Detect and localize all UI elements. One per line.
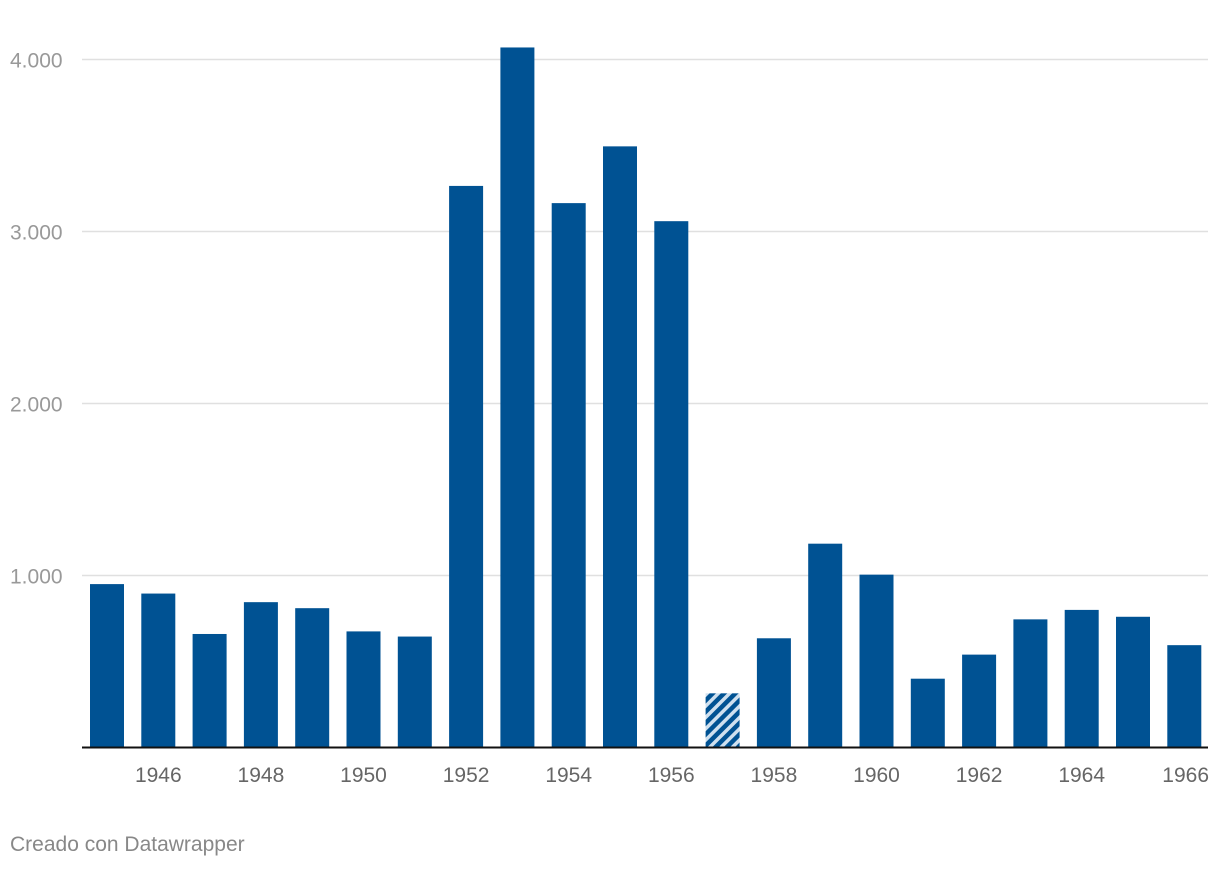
bar-1965: [1116, 616, 1150, 748]
bar-1961: [910, 678, 945, 748]
bar-1957: [705, 693, 740, 748]
x-tick-label: 1960: [853, 764, 900, 787]
x-tick-label: 1950: [340, 764, 387, 787]
y-tick-label: 3.000: [10, 222, 63, 245]
y-tick-label: 4.000: [10, 50, 63, 73]
footer-credit: Creado con Datawrapper: [10, 833, 245, 856]
bar-1955: [603, 146, 637, 748]
x-tick-label: 1952: [443, 764, 490, 787]
bar-1945: [90, 584, 124, 748]
bar-1959: [808, 543, 843, 748]
x-tick-label: 1954: [545, 764, 592, 787]
x-tick-label: 1956: [648, 764, 695, 787]
y-axis: 1.000 2.000 3.000 4.000: [10, 50, 63, 589]
x-tick-label: 1948: [238, 764, 285, 787]
bar-1948: [243, 602, 278, 748]
y-tick-label: 1.000: [10, 566, 63, 589]
bar-1962: [962, 654, 997, 748]
bar-1953: [500, 47, 535, 748]
bars: [90, 47, 1202, 748]
bar-1950: [346, 631, 381, 748]
bar-1946: [141, 593, 176, 748]
bar-1956: [654, 221, 689, 748]
bar-1954: [551, 203, 586, 748]
bar-1963: [1013, 619, 1048, 748]
gridlines: [82, 58, 1208, 577]
bar-1949: [295, 608, 330, 748]
bar-1960: [859, 574, 894, 748]
x-tick-label: 1964: [1058, 764, 1105, 787]
bar-1964: [1064, 609, 1099, 748]
x-tick-label: 1946: [135, 764, 182, 787]
bar-1966: [1167, 645, 1202, 748]
bar-1951: [397, 636, 432, 748]
x-tick-label: 1958: [751, 764, 798, 787]
bar-1958: [756, 638, 791, 748]
x-tick-label: 1966: [1162, 764, 1209, 787]
bar-1952: [449, 185, 484, 748]
bar-chart: 1.000 2.000 3.000 4.000 1946 1948 1950 1952 195…: [10, 47, 1209, 787]
y-tick-label: 2.000: [10, 394, 63, 417]
x-tick-labels: 1946 1948 1950 1952 1954 1956 1958 1960 1962 1964…: [135, 764, 1209, 787]
bar-1947: [192, 633, 227, 748]
x-tick-label: 1962: [956, 764, 1003, 787]
